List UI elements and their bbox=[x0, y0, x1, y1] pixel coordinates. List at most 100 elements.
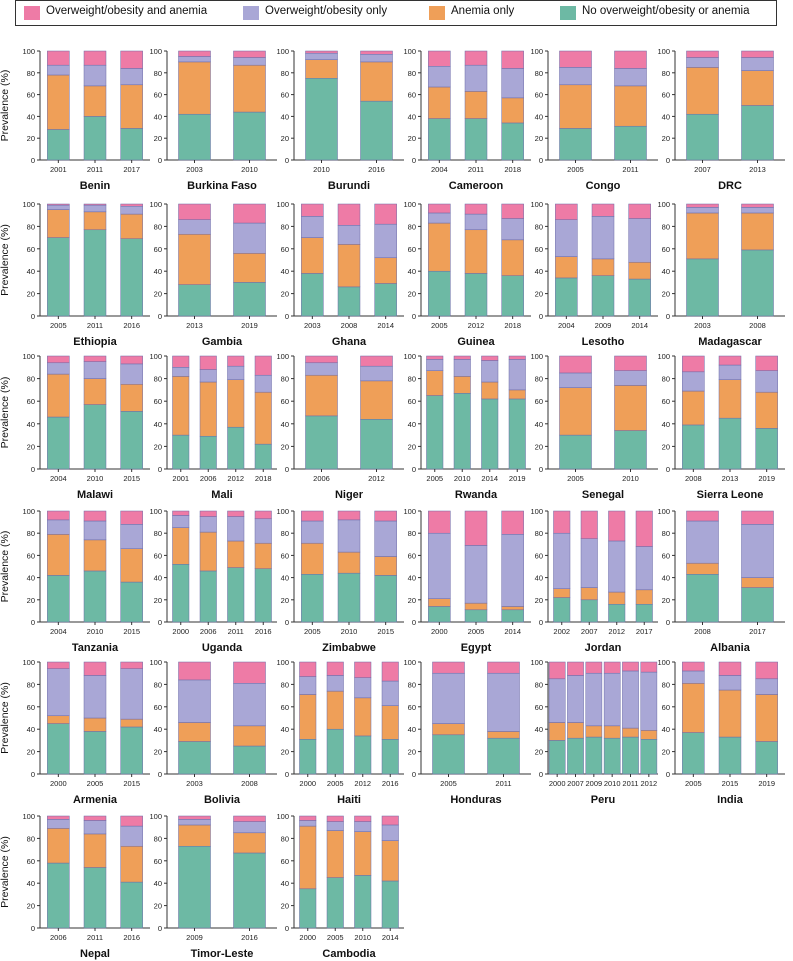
bar-uganda-2016-overweight-obesity-and-anemia bbox=[254, 510, 272, 520]
y-tick-label: 20 bbox=[535, 748, 543, 757]
bar-guinea-2005-no-overweight-obesity-or-anemia bbox=[428, 270, 451, 317]
bar-benin-2011-overweight-obesity-only bbox=[83, 64, 107, 87]
panel-title-gambia: Gambia bbox=[202, 336, 243, 348]
y-tick-label: 40 bbox=[408, 267, 416, 276]
y-tick-label: 40 bbox=[408, 725, 416, 734]
bar-cambodia-2014-overweight-obesity-and-anemia bbox=[381, 815, 399, 826]
panel-title-rwanda: Rwanda bbox=[455, 489, 498, 501]
x-tick-label: 2003 bbox=[304, 321, 321, 330]
bar-jordan-2012-overweight-obesity-and-anemia bbox=[608, 510, 626, 542]
bar-rwanda-2010-overweight-obesity-only bbox=[453, 359, 471, 377]
bar-jordan-2017-overweight-obesity-only bbox=[635, 546, 653, 591]
y-tick-label: 40 bbox=[408, 420, 416, 429]
y-tick-label: 100 bbox=[22, 47, 35, 56]
y-tick-label: 0 bbox=[285, 770, 289, 779]
bar-malawi-2015-no-overweight-obesity-or-anemia bbox=[120, 411, 143, 470]
y-tick-label: 60 bbox=[27, 91, 35, 100]
x-tick-label: 2014 bbox=[504, 627, 521, 636]
bar-mali-2018-no-overweight-obesity-or-anemia bbox=[254, 443, 272, 470]
bar-sierra-leone-2019-no-overweight-obesity-or-anemia bbox=[755, 428, 778, 470]
x-tick-label: 2018 bbox=[504, 321, 521, 330]
y-tick-label: 0 bbox=[539, 618, 543, 627]
bar-malawi-2004-overweight-obesity-and-anemia bbox=[47, 355, 70, 364]
bar-malawi-2010-overweight-obesity-only bbox=[83, 361, 107, 379]
y-tick-label: 100 bbox=[276, 352, 289, 361]
bar-niger-2012-overweight-obesity-only bbox=[360, 365, 393, 382]
x-tick-label: 2000 bbox=[549, 779, 566, 788]
x-tick-label: 2014 bbox=[481, 474, 498, 483]
y-tick-label: 40 bbox=[662, 574, 670, 583]
y-tick-label: 40 bbox=[281, 725, 289, 734]
x-tick-label: 2017 bbox=[636, 627, 653, 636]
y-tick-label: 20 bbox=[154, 596, 162, 605]
bar-malawi-2004-anemia-only bbox=[47, 373, 70, 418]
y-tick-label: 0 bbox=[158, 770, 162, 779]
bar-timor-leste-2016-anemia-only bbox=[233, 832, 266, 854]
bar-uganda-2000-overweight-obesity-only bbox=[172, 515, 190, 528]
bar-cambodia-2005-anemia-only bbox=[326, 830, 344, 878]
bar-jordan-2012-no-overweight-obesity-or-anemia bbox=[608, 603, 626, 623]
bar-timor-leste-2016-no-overweight-obesity-or-anemia bbox=[233, 852, 266, 929]
x-tick-label: 2010 bbox=[354, 933, 371, 942]
bar-lesotho-2014-overweight-obesity-only bbox=[628, 218, 651, 263]
y-tick-label: 0 bbox=[412, 312, 416, 321]
y-tick-label: 80 bbox=[408, 375, 416, 384]
x-tick-label: 2010 bbox=[313, 165, 330, 174]
y-tick-label: 100 bbox=[22, 812, 35, 821]
y-tick-label: 20 bbox=[27, 134, 35, 143]
bar-mali-2001-overweight-obesity-only bbox=[172, 367, 190, 377]
y-tick-label: 20 bbox=[662, 442, 670, 451]
bar-peru-2011-no-overweight-obesity-or-anemia bbox=[622, 736, 639, 775]
y-tick-label: 100 bbox=[22, 507, 35, 516]
y-tick-label: 20 bbox=[281, 748, 289, 757]
y-tick-label: 80 bbox=[662, 680, 670, 689]
bar-sierra-leone-2008-overweight-obesity-only bbox=[682, 371, 705, 392]
x-tick-label: 2019 bbox=[758, 474, 775, 483]
y-tick-label: 40 bbox=[27, 420, 35, 429]
y-tick-label: 80 bbox=[154, 375, 162, 384]
bar-rwanda-2010-no-overweight-obesity-or-anemia bbox=[453, 393, 471, 470]
y-axis-label: Prevalence (%) bbox=[0, 531, 11, 603]
y-tick-label: 80 bbox=[27, 222, 35, 231]
y-tick-label: 60 bbox=[154, 91, 162, 100]
x-tick-label: 2016 bbox=[241, 933, 258, 942]
bar-peru-2012-anemia-only bbox=[640, 730, 658, 740]
bar-peru-2010-overweight-obesity-only bbox=[603, 672, 621, 727]
y-tick-label: 80 bbox=[27, 69, 35, 78]
bar-uganda-2006-anemia-only bbox=[199, 531, 217, 572]
y-tick-label: 60 bbox=[535, 551, 543, 560]
bar-jordan-2002-overweight-obesity-and-anemia bbox=[553, 510, 571, 534]
bar-burkina-faso-2003-no-overweight-obesity-or-anemia bbox=[178, 113, 211, 161]
bar-haiti-2005-overweight-obesity-only bbox=[326, 675, 344, 692]
y-tick-label: 40 bbox=[662, 267, 670, 276]
bar-drc-2007-anemia-only bbox=[686, 67, 719, 115]
panel-title-albania: Albania bbox=[710, 642, 751, 654]
bar-niger-2006-anemia-only bbox=[305, 374, 338, 417]
legend-swatch-overweight-only bbox=[243, 6, 259, 20]
bar-benin-2001-overweight-obesity-only bbox=[47, 64, 70, 76]
bar-armenia-2000-overweight-obesity-only bbox=[47, 668, 70, 717]
y-tick-label: 80 bbox=[154, 680, 162, 689]
x-tick-label: 2011 bbox=[228, 627, 244, 636]
bar-tanzania-2015-no-overweight-obesity-or-anemia bbox=[120, 581, 143, 623]
bar-tanzania-2010-overweight-obesity-only bbox=[83, 520, 107, 541]
y-tick-label: 100 bbox=[403, 352, 416, 361]
bar-burundi-2016-anemia-only bbox=[360, 61, 393, 102]
bar-congo-2011-overweight-obesity-only bbox=[614, 68, 647, 87]
bar-ethiopia-2011-anemia-only bbox=[83, 211, 107, 231]
x-tick-label: 2015 bbox=[123, 779, 140, 788]
bar-burundi-2010-anemia-only bbox=[305, 59, 338, 79]
x-tick-label: 2010 bbox=[87, 627, 104, 636]
bar-niger-2012-anemia-only bbox=[360, 380, 393, 420]
x-tick-label: 2006 bbox=[313, 474, 330, 483]
x-tick-label: 2013 bbox=[749, 165, 766, 174]
x-tick-label: 2005 bbox=[440, 779, 457, 788]
y-tick-label: 0 bbox=[158, 465, 162, 474]
bar-armenia-2005-anemia-only bbox=[83, 717, 107, 732]
bar-nepal-2011-no-overweight-obesity-or-anemia bbox=[83, 867, 107, 929]
x-tick-label: 2003 bbox=[186, 779, 203, 788]
bar-rwanda-2014-overweight-obesity-only bbox=[481, 360, 499, 383]
bar-armenia-2000-overweight-obesity-and-anemia bbox=[47, 661, 70, 669]
y-tick-label: 40 bbox=[281, 112, 289, 121]
legend-label-no-overweight-or-anemia: No overweight/obesity or anemia bbox=[582, 5, 750, 17]
